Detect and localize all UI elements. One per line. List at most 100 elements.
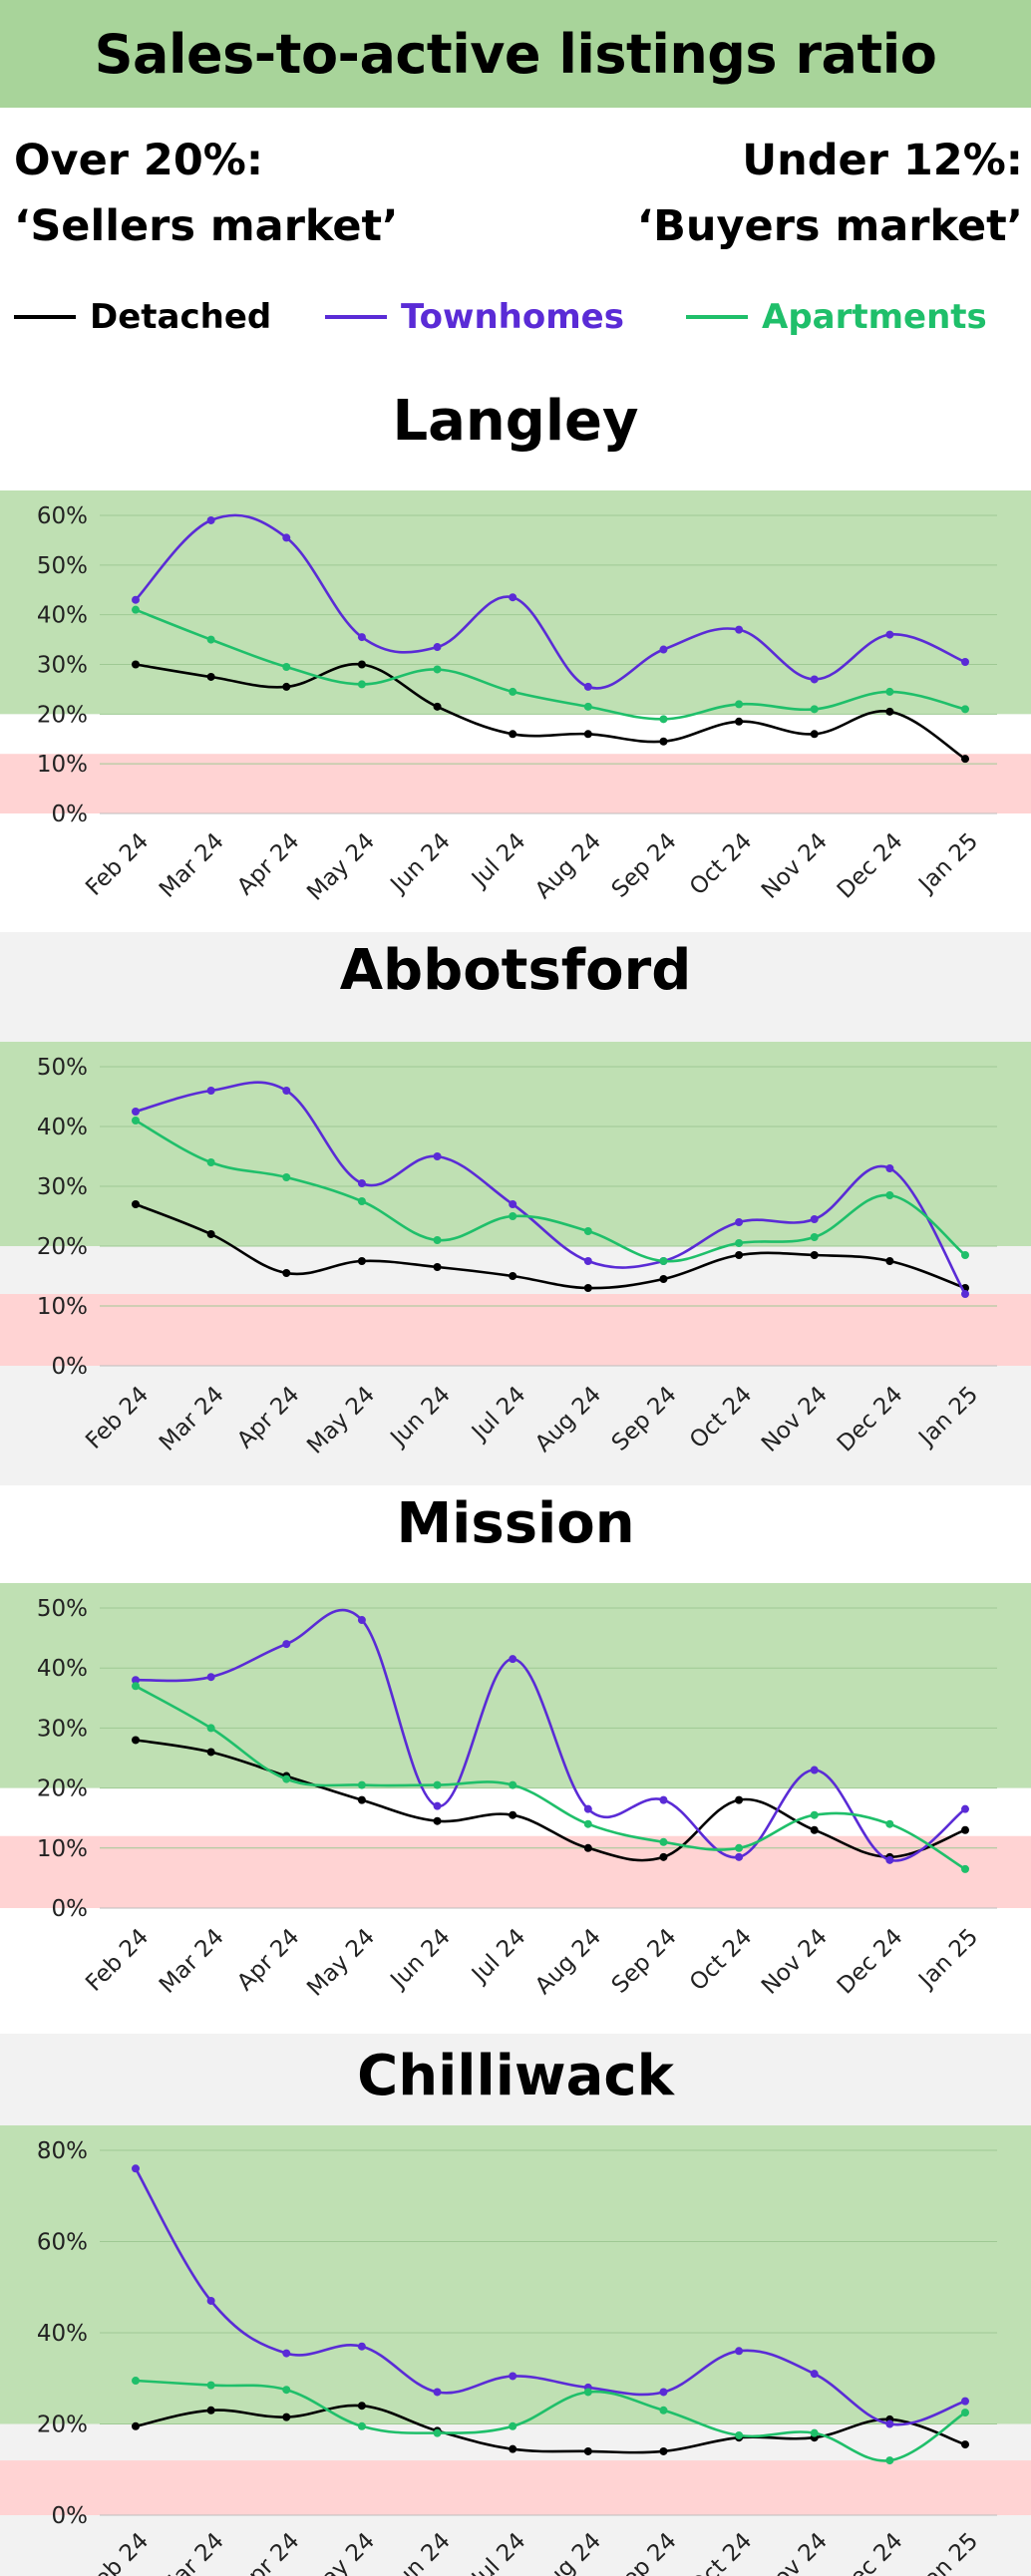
series-line-apartments [134,608,967,721]
title-banner: Sales-to-active listings ratio [0,0,1031,108]
data-point-apartments [885,687,894,696]
data-point-apartments [433,2428,442,2437]
y-tick-label: 30% [37,1716,88,1742]
data-point-townhomes [509,2372,517,2381]
data-point-detached [132,1736,140,1745]
data-point-detached [583,730,592,739]
data-point-townhomes [810,2370,819,2379]
data-point-apartments [433,1780,442,1789]
x-tick-label: Apr 24 [232,828,304,900]
data-point-townhomes [735,625,744,634]
data-point-townhomes [132,1108,140,1116]
data-point-detached [509,730,517,739]
x-tick-label: Jun 24 [385,1382,456,1452]
x-tick-label: Feb 24 [81,2528,154,2576]
data-point-detached [735,717,744,726]
y-tick-label: 40% [37,1656,88,1682]
data-point-townhomes [885,630,894,639]
data-point-townhomes [357,2342,366,2351]
data-point-detached [509,1272,517,1280]
y-tick-label: 40% [37,1115,88,1140]
data-point-apartments [885,1819,894,1828]
x-tick-label: Sep 24 [607,2528,682,2576]
data-point-townhomes [961,658,969,667]
buyers-label: ‘Buyers market’ [636,201,1023,251]
data-point-detached [810,730,819,739]
legend-townhomes-label: Townhomes [401,297,624,337]
data-point-apartments [206,635,215,644]
data-point-townhomes [583,1257,592,1265]
x-tick-label: Mar 24 [155,1924,229,1999]
x-tick-label: Jun 24 [385,2528,456,2576]
data-point-detached [735,1251,744,1259]
x-tick-label: Dec 24 [833,2528,908,2576]
data-point-townhomes [206,515,215,524]
x-tick-label: Aug 24 [530,828,606,904]
series-line-apartments [134,1119,967,1263]
data-point-detached [810,1251,819,1259]
data-point-detached [885,1257,894,1265]
x-tick-label: Oct 24 [685,1382,757,1453]
data-point-townhomes [433,2388,442,2397]
x-tick-label: Mar 24 [155,828,229,903]
x-tick-label: Dec 24 [833,1924,908,2000]
x-tick-label: Aug 24 [530,2528,606,2576]
data-point-apartments [961,705,969,714]
data-point-apartments [282,662,291,671]
data-point-detached [357,1795,366,1804]
data-point-townhomes [509,1200,517,1208]
data-point-apartments [509,687,517,696]
data-point-apartments [282,1774,291,1783]
data-point-townhomes [810,675,819,684]
y-tick-label: 10% [37,752,88,778]
data-point-apartments [509,1212,517,1220]
x-tick-label: Feb 24 [81,828,154,901]
data-point-townhomes [206,1087,215,1095]
chart-title-chilliwack: Chilliwack [357,2044,674,2108]
buyers-market-zone [0,1835,1031,1908]
sellers-market-zone [0,2125,1031,2424]
data-point-apartments [961,2409,969,2417]
data-point-townhomes [206,1673,215,1682]
data-point-detached [583,1843,592,1852]
x-tick-label: Jan 25 [912,828,983,899]
data-point-townhomes [885,1855,894,1864]
data-point-detached [961,2440,969,2449]
x-tick-label: Sep 24 [607,828,682,903]
x-tick-label: Jul 24 [466,828,530,893]
data-point-apartments [735,1239,744,1247]
data-point-apartments [433,1236,442,1244]
data-point-townhomes [961,1804,969,1813]
data-point-apartments [659,715,668,724]
y-tick-label: 60% [37,2230,88,2256]
sellers-label: ‘Sellers market’ [14,201,399,251]
sellers-threshold: Over 20%: [14,136,264,185]
x-tick-label: Apr 24 [232,2528,304,2576]
legend-detached: Detached [14,297,271,337]
x-tick-label: May 24 [302,828,380,906]
legend-townhomes-swatch [325,315,387,319]
data-point-townhomes [433,1152,442,1160]
y-tick-label: 60% [37,503,88,529]
x-tick-label: May 24 [302,1924,380,2002]
data-point-detached [961,755,969,764]
data-point-apartments [357,680,366,689]
sellers-market-zone [0,1583,1031,1788]
x-tick-label: Jan 25 [912,1382,983,1452]
series-line-townhomes [134,2167,967,2426]
data-point-townhomes [735,1852,744,1861]
y-tick-label: 30% [37,653,88,679]
data-point-townhomes [357,1616,366,1625]
data-point-apartments [659,1837,668,1846]
data-point-townhomes [659,645,668,654]
x-tick-label: May 24 [302,2528,380,2576]
data-point-detached [433,1816,442,1825]
data-point-apartments [810,1233,819,1241]
y-tick-label: 0% [52,1354,89,1380]
x-tick-label: Feb 24 [81,1382,154,1454]
data-point-townhomes [357,1179,366,1187]
y-tick-label: 50% [37,1596,88,1622]
x-tick-label: Mar 24 [155,1382,229,1456]
data-point-apartments [132,1682,140,1691]
